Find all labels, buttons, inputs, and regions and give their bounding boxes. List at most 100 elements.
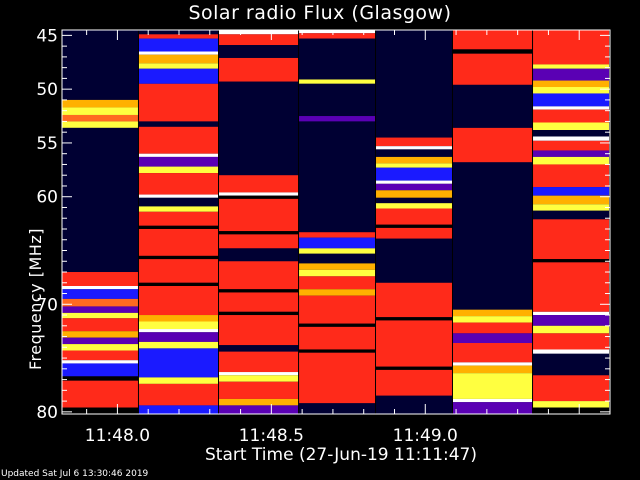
intensity-band bbox=[452, 84, 534, 128]
intensity-band bbox=[452, 53, 534, 85]
intensity-band bbox=[452, 333, 534, 344]
intensity-band bbox=[299, 116, 377, 122]
updated-timestamp: Updated Sat Jul 6 13:30:46 2019 bbox=[1, 469, 149, 479]
intensity-band bbox=[376, 320, 453, 367]
intensity-band bbox=[452, 309, 534, 317]
intensity-band bbox=[299, 349, 377, 353]
intensity-band bbox=[138, 38, 220, 52]
intensity-band bbox=[62, 35, 139, 100]
intensity-band bbox=[219, 375, 300, 382]
intensity-band bbox=[533, 156, 610, 165]
intensity-band bbox=[219, 192, 300, 196]
intensity-band bbox=[452, 49, 534, 54]
intensity-band bbox=[533, 315, 610, 326]
intensity-band bbox=[138, 225, 220, 229]
intensity-band bbox=[138, 126, 220, 154]
spectrogram-strips bbox=[62, 30, 610, 414]
intensity-band bbox=[533, 68, 610, 81]
intensity-band bbox=[533, 353, 610, 376]
x-tick-label: 11:48.0 bbox=[85, 426, 150, 446]
strip-separator bbox=[532, 30, 534, 414]
intensity-band bbox=[62, 331, 139, 338]
intensity-band bbox=[452, 362, 534, 366]
intensity-band bbox=[376, 163, 453, 168]
intensity-band bbox=[138, 173, 220, 195]
intensity-band bbox=[138, 332, 220, 342]
strip-separator bbox=[218, 30, 220, 414]
intensity-band bbox=[138, 329, 220, 333]
intensity-band bbox=[376, 369, 453, 396]
intensity-band bbox=[376, 395, 453, 414]
intensity-band bbox=[219, 372, 300, 376]
spectrum-strip bbox=[376, 30, 453, 414]
intensity-band bbox=[138, 121, 220, 127]
intensity-band bbox=[376, 167, 453, 181]
spectrum-strip bbox=[533, 30, 610, 414]
intensity-band bbox=[138, 68, 220, 84]
intensity-band bbox=[452, 373, 534, 399]
x-axis-label: Start Time (27-Jun-19 11:11:47) bbox=[205, 445, 477, 465]
intensity-band bbox=[62, 407, 139, 414]
intensity-band bbox=[452, 316, 534, 323]
intensity-band bbox=[299, 403, 377, 414]
intensity-band bbox=[299, 276, 377, 290]
y-tick-label: 70 bbox=[36, 295, 58, 315]
intensity-band bbox=[376, 183, 453, 191]
intensity-band bbox=[219, 195, 300, 199]
y-axis-label: Frequency [MHz] bbox=[26, 228, 45, 370]
intensity-band bbox=[219, 81, 300, 176]
intensity-band bbox=[138, 211, 220, 226]
intensity-band bbox=[533, 333, 610, 350]
intensity-band bbox=[62, 289, 139, 299]
intensity-band bbox=[299, 30, 377, 34]
intensity-band bbox=[62, 298, 139, 307]
intensity-band bbox=[299, 253, 377, 264]
intensity-band bbox=[533, 130, 610, 137]
intensity-band bbox=[138, 259, 220, 283]
intensity-band bbox=[376, 203, 453, 209]
intensity-band bbox=[219, 292, 300, 312]
intensity-band bbox=[376, 137, 453, 147]
intensity-band bbox=[219, 57, 300, 82]
intensity-band bbox=[533, 106, 610, 110]
intensity-band bbox=[533, 87, 610, 94]
intensity-band bbox=[299, 352, 377, 404]
intensity-band bbox=[452, 343, 534, 363]
intensity-band bbox=[376, 366, 453, 370]
chart-title: Solar radio Flux (Glasgow) bbox=[188, 2, 452, 24]
intensity-band bbox=[452, 162, 534, 310]
intensity-band bbox=[533, 219, 610, 260]
intensity-band bbox=[376, 238, 453, 283]
intensity-band bbox=[138, 156, 220, 167]
intensity-band bbox=[533, 164, 610, 188]
intensity-band bbox=[219, 34, 300, 46]
intensity-band bbox=[376, 149, 453, 157]
y-tick-label: 60 bbox=[36, 188, 58, 208]
intensity-band bbox=[452, 127, 534, 163]
intensity-band bbox=[138, 34, 220, 39]
y-axis: 45 50 55 60 70 80 bbox=[36, 26, 610, 423]
intensity-band bbox=[62, 363, 139, 377]
intensity-band bbox=[533, 262, 610, 312]
intensity-band bbox=[138, 383, 220, 406]
intensity-band bbox=[219, 261, 300, 290]
intensity-band bbox=[533, 187, 610, 196]
intensity-band bbox=[62, 114, 139, 122]
intensity-band bbox=[533, 259, 610, 263]
intensity-band bbox=[219, 30, 300, 35]
intensity-band bbox=[376, 156, 453, 164]
intensity-band bbox=[62, 376, 139, 381]
spectrum-strip bbox=[138, 30, 220, 414]
intensity-band bbox=[138, 197, 220, 207]
intensity-band bbox=[62, 286, 139, 290]
intensity-band bbox=[62, 312, 139, 319]
intensity-band bbox=[62, 337, 139, 345]
intensity-band bbox=[376, 146, 453, 150]
intensity-band bbox=[533, 349, 610, 354]
strip-separator bbox=[375, 30, 377, 414]
intensity-band bbox=[62, 344, 139, 351]
y-tick-label: 55 bbox=[36, 134, 58, 154]
intensity-band bbox=[138, 206, 220, 212]
intensity-band bbox=[533, 140, 610, 151]
intensity-band bbox=[219, 398, 300, 406]
